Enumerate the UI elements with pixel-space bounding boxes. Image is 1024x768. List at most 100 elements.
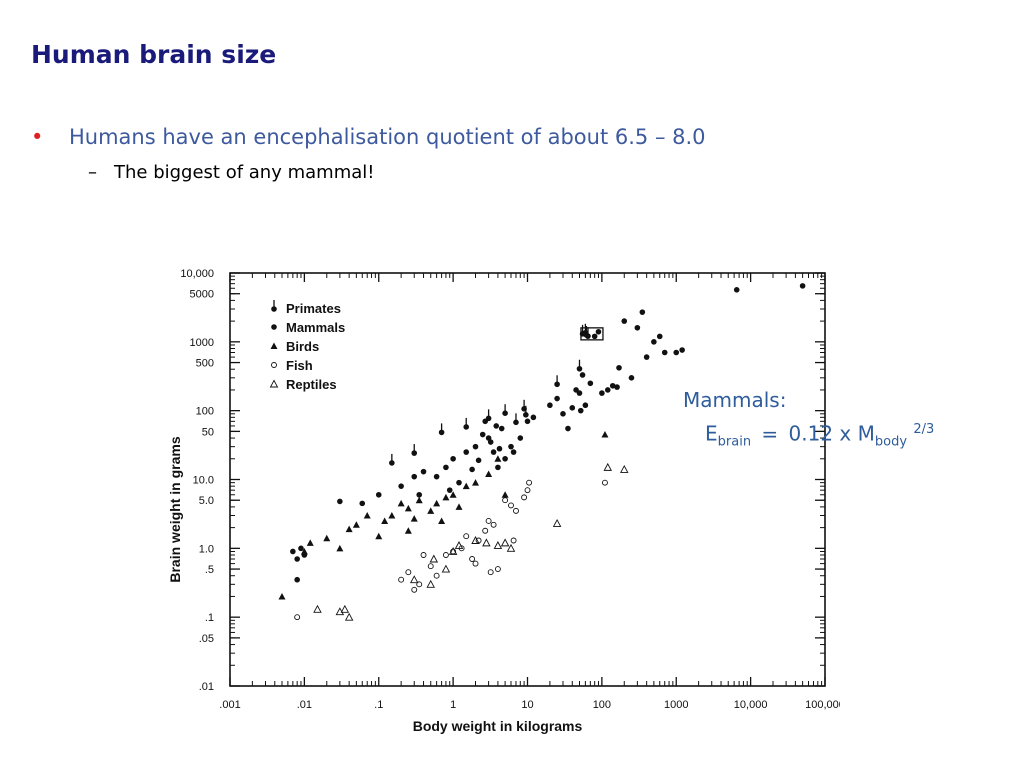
point-mammals <box>337 498 343 505</box>
point-mammals <box>450 455 456 462</box>
sub-bullet-item: – The biggest of any mammal! <box>88 162 374 183</box>
y-tick-label: .05 <box>199 633 214 645</box>
formula-e-sub: brain <box>717 434 752 450</box>
point-mammals <box>524 418 531 425</box>
point-birds <box>462 482 470 490</box>
point-reptiles <box>454 541 464 549</box>
point-birds <box>404 527 412 534</box>
point-reptiles <box>344 612 354 621</box>
x-tick-label: .01 <box>297 699 312 711</box>
point-fish <box>450 548 457 555</box>
point-reptiles <box>409 575 419 584</box>
point-mammals <box>582 402 589 409</box>
point-reptiles <box>620 464 629 473</box>
y-tick-label: 1.0 <box>199 543 214 555</box>
point-fish <box>521 494 528 501</box>
y-tick-label: .1 <box>205 612 214 624</box>
formula-box: Mammals: Ebrain = 0.12 x Mbody 2/3 <box>683 385 934 458</box>
legend-marker-primates <box>271 306 277 312</box>
point-mammals <box>565 425 571 432</box>
point-fish <box>416 581 423 588</box>
point-mammals <box>294 576 300 583</box>
bullet-dot-icon: • <box>31 125 44 149</box>
point-fish <box>494 566 501 573</box>
point-reptiles <box>471 536 480 544</box>
point-reptiles <box>448 547 458 555</box>
point-birds <box>433 499 441 507</box>
point-primates <box>438 429 445 436</box>
point-birds <box>472 479 480 486</box>
point-mammals <box>651 339 657 345</box>
point-birds <box>278 592 286 600</box>
x-tick-label: .1 <box>374 699 383 711</box>
point-fish <box>294 614 301 621</box>
point-fish <box>513 507 519 514</box>
point-fish <box>510 537 517 544</box>
point-mammals <box>673 349 680 356</box>
point-fish <box>526 479 533 486</box>
point-mammals <box>298 545 304 552</box>
point-primates <box>576 365 583 372</box>
point-mammals <box>510 449 517 455</box>
point-birds <box>404 504 412 512</box>
point-fish <box>405 569 412 576</box>
point-mammals <box>493 423 500 429</box>
point-mammals <box>456 479 462 486</box>
point-mammals <box>398 483 404 489</box>
y-tick-label: 10.0 <box>193 475 214 487</box>
point-primates <box>389 460 395 466</box>
point-fish <box>524 487 531 494</box>
legend-label-fish: Fish <box>286 358 313 373</box>
point-reptiles <box>506 543 516 552</box>
point-primates <box>411 450 418 456</box>
legend-marker-mammals <box>271 324 277 330</box>
point-fish <box>427 563 434 570</box>
point-birds <box>442 493 450 501</box>
point-birds <box>601 431 609 438</box>
point-fish <box>602 479 608 486</box>
formula-coef: 0.12 x M <box>788 421 875 446</box>
point-fish <box>463 533 470 540</box>
y-tick-label: .5 <box>205 564 214 576</box>
point-fish <box>487 569 494 576</box>
legend-label-birds: Birds <box>286 339 319 354</box>
point-birds <box>501 491 509 498</box>
point-fish <box>433 572 440 579</box>
point-mammals <box>614 384 620 390</box>
point-mammals <box>599 390 605 396</box>
bullet-item: • Humans have an encephalisation quotient… <box>31 125 706 149</box>
point-mammals <box>416 491 423 498</box>
point-reptiles <box>426 579 435 588</box>
point-birds <box>375 532 383 540</box>
legend-label-mammals: Mammals <box>286 320 345 335</box>
chart-svg: .001 .01 .1 1 10 100 1000 10,000 100,000 10,000 50… <box>167 268 845 734</box>
legend-marker-birds <box>270 342 278 349</box>
point-birds <box>410 515 418 522</box>
point-mammals <box>591 333 598 340</box>
x-tick-label: 1000 <box>664 699 688 711</box>
x-tick-label: 10 <box>521 699 533 711</box>
point-mammals <box>799 283 806 289</box>
human-highlight-box <box>580 327 604 341</box>
point-reptiles <box>500 538 510 547</box>
point-mammals <box>482 418 489 425</box>
point-mammals <box>496 445 503 452</box>
point-mammals <box>554 395 560 402</box>
point-mammals <box>569 405 576 411</box>
x-tick-label: 10,000 <box>734 699 768 711</box>
point-birds <box>323 534 331 542</box>
point-reptiles <box>552 518 562 527</box>
point-mammals <box>475 457 482 464</box>
point-reptiles <box>429 554 439 563</box>
point-mammals <box>502 455 508 462</box>
point-fish <box>508 502 514 509</box>
point-birds <box>397 499 405 507</box>
point-fish <box>398 576 405 583</box>
point-mammals <box>679 347 685 353</box>
point-mammals <box>579 372 586 378</box>
point-mammals <box>560 411 566 417</box>
point-mammals <box>628 375 635 381</box>
point-primates <box>502 410 508 417</box>
point-birds <box>363 511 371 519</box>
page-title: Human brain size <box>31 40 277 69</box>
